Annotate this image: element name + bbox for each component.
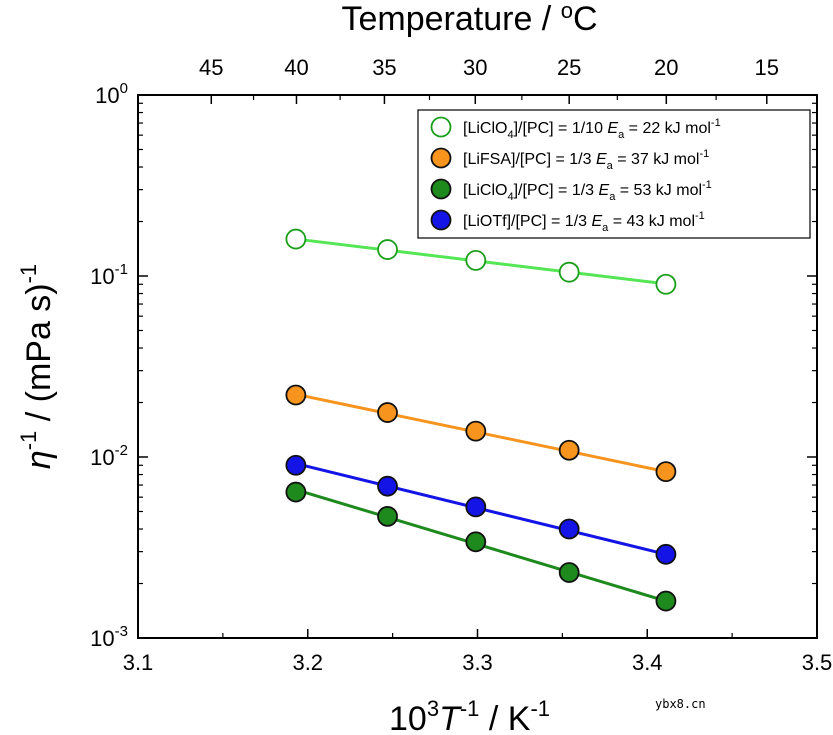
- legend-label: [LiOTf]/[PC] = 1/3 Ea = 43 kJ mol-1: [463, 210, 705, 234]
- top-tick-label: 45: [199, 55, 223, 80]
- top-tick-label: 35: [372, 55, 396, 80]
- axes: 3.1 3.2 3.3 3.4 3.5 10-3 10-2 10-1 100 45 40 35 30 25…: [90, 55, 832, 675]
- data-point: [655, 590, 677, 612]
- legend-marker: [430, 178, 452, 200]
- y-tick-label: 100: [95, 80, 128, 108]
- x-axis-title: 103T-1 / K-1: [389, 696, 550, 735]
- top-tick-label: 15: [755, 55, 779, 80]
- top-axis-title: Temperature / oC: [341, 0, 597, 38]
- legend-box: [417, 109, 811, 239]
- legend-marker: [430, 209, 452, 231]
- data-point: [655, 543, 677, 565]
- x-tick-label: 3.5: [802, 650, 833, 675]
- y-tick-label: 10-3: [90, 623, 128, 651]
- axis-titles: 103T-1 / K-1 Temperature / oC η-1 / (mPa s…: [16, 0, 598, 735]
- data-point: [655, 461, 677, 483]
- data-point: [558, 439, 580, 461]
- y-tick-label: 10-1: [90, 261, 128, 289]
- legend: [LiClO4]/[PC] = 1/10 Ea = 22 kJ mol-1 [Li…: [417, 109, 811, 239]
- data-point: [377, 505, 398, 527]
- data-point: [655, 273, 677, 295]
- x-tick-label: 3.2: [292, 650, 323, 675]
- data-point: [558, 518, 580, 540]
- data-point: [558, 562, 580, 583]
- data-point: [377, 475, 398, 497]
- data-point: [465, 496, 487, 518]
- legend-label: [LiClO4]/[PC] = 1/3 Ea = 53 kJ mol-1: [463, 179, 712, 203]
- data-point: [377, 402, 398, 423]
- data-point: [558, 261, 580, 283]
- top-tick-label: 30: [463, 55, 487, 80]
- legend-marker: [430, 147, 452, 169]
- data-point: [465, 531, 487, 553]
- data-point: [465, 420, 487, 442]
- y-axis-title: η-1 / (mPa s)-1: [16, 264, 58, 469]
- top-tick-label: 25: [557, 55, 581, 80]
- legend-label: [LiClO4]/[PC] = 1/10 Ea = 22 kJ mol-1: [463, 117, 721, 141]
- data-point: [465, 249, 487, 271]
- top-tick-label: 20: [654, 55, 678, 80]
- watermark-text: ybx8.cn: [655, 697, 706, 711]
- y-tick-label: 10-2: [90, 442, 128, 470]
- data-point: [285, 481, 307, 503]
- x-tick-label: 3.3: [462, 650, 493, 675]
- x-tick-label: 3.1: [123, 650, 154, 675]
- data-point: [285, 454, 307, 476]
- data-markers: [285, 228, 677, 612]
- data-point: [285, 228, 307, 250]
- legend-marker: [430, 116, 452, 138]
- top-tick-label: 40: [284, 55, 308, 80]
- data-point: [285, 384, 307, 406]
- data-point: [377, 239, 398, 260]
- x-tick-label: 3.4: [632, 650, 663, 675]
- legend-label: [LiFSA]/[PC] = 1/3 Ea = 37 kJ mol-1: [463, 148, 709, 172]
